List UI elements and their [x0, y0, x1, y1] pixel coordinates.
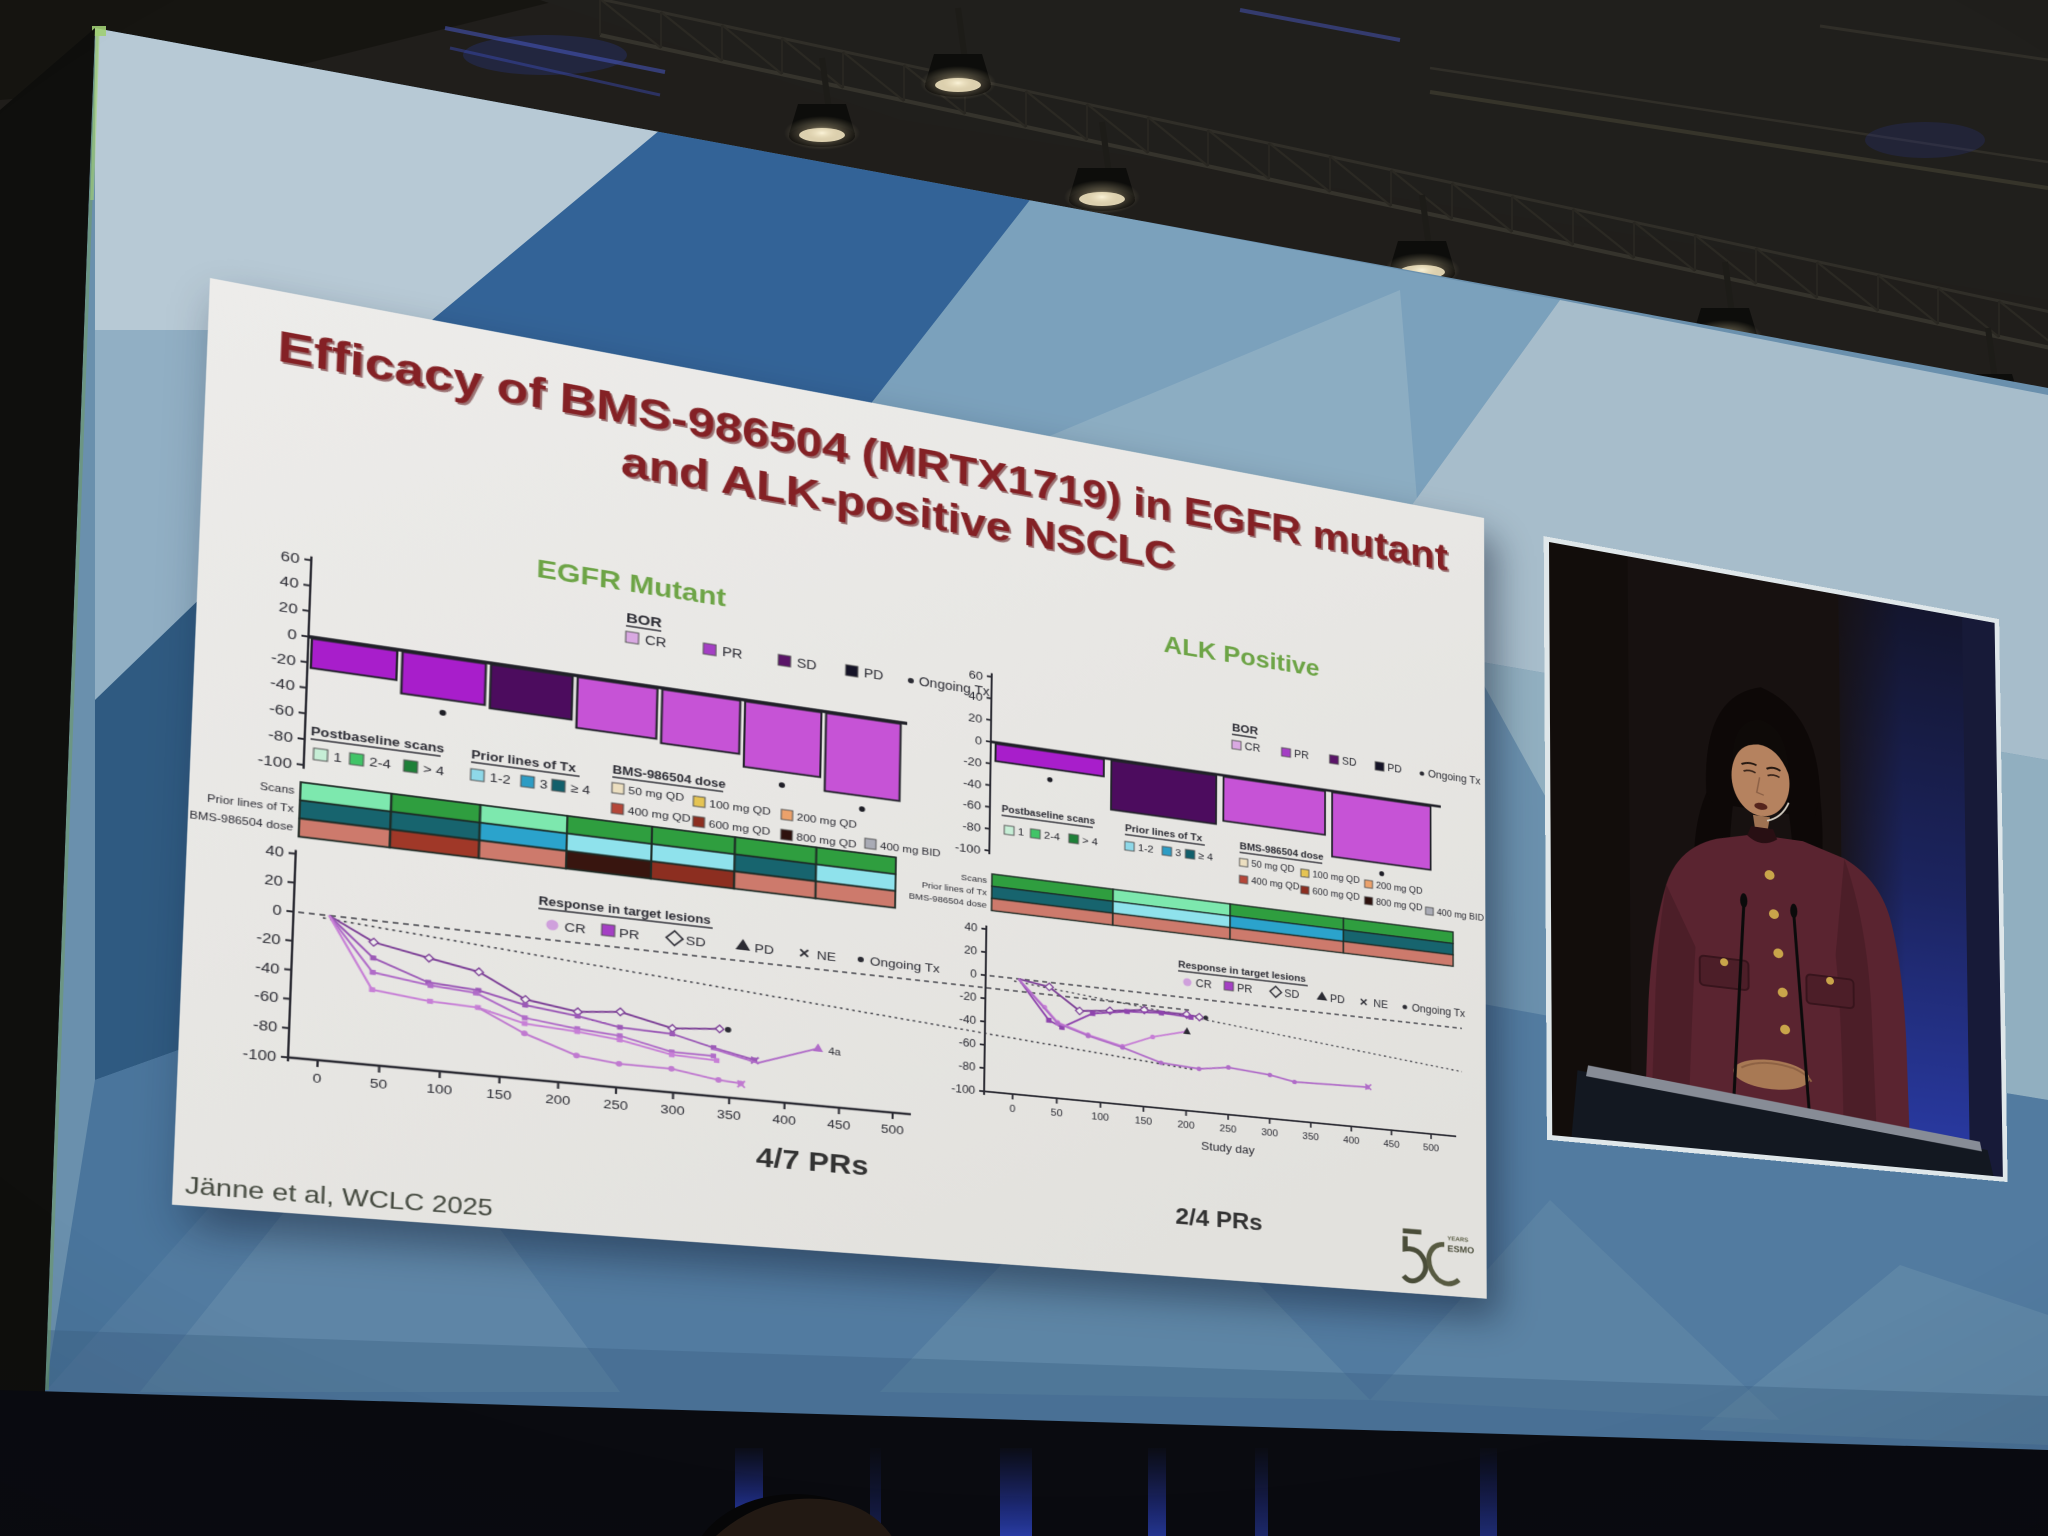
svg-text:-80: -80 — [958, 1059, 975, 1073]
svg-text:0: 0 — [312, 1072, 321, 1087]
svg-text:CR: CR — [1196, 977, 1212, 991]
svg-text:350: 350 — [1302, 1130, 1319, 1142]
svg-text:> 4: > 4 — [1082, 835, 1098, 848]
svg-text:-40: -40 — [963, 776, 982, 791]
svg-text:200: 200 — [1177, 1119, 1194, 1132]
svg-text:SD: SD — [797, 656, 817, 673]
svg-text:-100: -100 — [955, 841, 981, 857]
svg-text:PD: PD — [864, 667, 884, 684]
svg-text:NE: NE — [1373, 998, 1388, 1011]
svg-text:SD: SD — [1342, 755, 1357, 768]
svg-text:-40: -40 — [270, 676, 295, 694]
svg-text:3: 3 — [539, 778, 547, 793]
svg-text:20: 20 — [968, 712, 982, 727]
svg-text:60: 60 — [969, 668, 983, 683]
svg-text:40: 40 — [968, 690, 982, 705]
svg-text:-60: -60 — [963, 798, 982, 813]
svg-text:SD: SD — [686, 934, 707, 950]
svg-text:0: 0 — [272, 903, 282, 919]
svg-text:300: 300 — [1261, 1126, 1278, 1139]
svg-text:-80: -80 — [962, 820, 981, 835]
svg-text:✕: ✕ — [798, 946, 810, 961]
svg-text:1: 1 — [1018, 826, 1024, 838]
svg-text:ESMO: ESMO — [1447, 1244, 1474, 1256]
svg-text:≥ 4: ≥ 4 — [1198, 850, 1213, 863]
svg-text:40: 40 — [265, 844, 284, 861]
svg-text:CR: CR — [564, 921, 586, 937]
svg-text:CR: CR — [645, 633, 667, 650]
svg-text:20: 20 — [279, 600, 299, 618]
svg-text:Scans: Scans — [961, 873, 987, 885]
svg-text:-100: -100 — [242, 1047, 276, 1065]
svg-text:300: 300 — [660, 1103, 685, 1119]
svg-text:2-4: 2-4 — [369, 755, 391, 772]
svg-text:3: 3 — [1175, 847, 1181, 859]
svg-text:PD: PD — [1387, 762, 1401, 775]
svg-text:250: 250 — [603, 1098, 628, 1114]
svg-text:-40: -40 — [959, 1013, 976, 1027]
svg-text:PD: PD — [1330, 993, 1345, 1006]
svg-text:NE: NE — [817, 949, 837, 964]
svg-text:150: 150 — [1135, 1115, 1153, 1128]
svg-text:1-2: 1-2 — [1138, 842, 1154, 855]
svg-text:0: 0 — [1009, 1103, 1015, 1115]
svg-text:450: 450 — [1383, 1138, 1399, 1150]
svg-text:50: 50 — [370, 1077, 388, 1093]
svg-text:0: 0 — [287, 627, 297, 643]
svg-text:≥ 4: ≥ 4 — [570, 782, 590, 798]
svg-text:-60: -60 — [959, 1036, 976, 1050]
svg-text:20: 20 — [264, 873, 283, 890]
svg-text:250: 250 — [1220, 1122, 1237, 1135]
svg-text:400: 400 — [1343, 1134, 1360, 1146]
svg-text:0: 0 — [970, 967, 977, 980]
svg-text:CR: CR — [1245, 740, 1261, 754]
svg-text:60: 60 — [280, 549, 300, 567]
svg-text:✕: ✕ — [735, 1078, 747, 1093]
svg-text:> 4: > 4 — [423, 763, 444, 779]
svg-text:PR: PR — [619, 927, 640, 943]
svg-text:-80: -80 — [253, 1018, 278, 1035]
svg-text:-100: -100 — [951, 1082, 975, 1097]
svg-text:BOR: BOR — [626, 610, 662, 631]
svg-text:1: 1 — [333, 751, 342, 766]
svg-text:40: 40 — [279, 575, 299, 593]
svg-text:100: 100 — [426, 1082, 452, 1098]
svg-text:450: 450 — [827, 1118, 850, 1133]
svg-text:-20: -20 — [959, 989, 976, 1003]
svg-text:20: 20 — [964, 943, 977, 957]
svg-text:200: 200 — [545, 1092, 570, 1108]
svg-text:100: 100 — [1091, 1110, 1109, 1123]
svg-text:-100: -100 — [257, 752, 292, 771]
svg-text:Scans: Scans — [260, 782, 295, 797]
svg-text:PR: PR — [722, 645, 743, 662]
svg-text:YEARS: YEARS — [1447, 1235, 1468, 1244]
svg-text:-80: -80 — [268, 728, 293, 746]
svg-text:500: 500 — [1423, 1142, 1439, 1154]
svg-text:-60: -60 — [269, 702, 294, 720]
svg-text:✕: ✕ — [1364, 1081, 1373, 1093]
svg-text:0: 0 — [975, 734, 982, 748]
svg-text:Study day: Study day — [1201, 1140, 1255, 1157]
svg-text:400: 400 — [772, 1113, 796, 1129]
svg-text:PR: PR — [1237, 982, 1252, 995]
svg-text:SD: SD — [1284, 987, 1299, 1000]
svg-text:-20: -20 — [256, 930, 281, 948]
svg-text:350: 350 — [717, 1108, 741, 1124]
svg-text:500: 500 — [881, 1123, 904, 1138]
svg-text:150: 150 — [486, 1087, 512, 1103]
svg-text:PD: PD — [754, 942, 774, 958]
svg-text:4a: 4a — [828, 1045, 841, 1058]
svg-text:✕: ✕ — [1359, 996, 1368, 1008]
svg-text:-20: -20 — [963, 754, 982, 769]
svg-text:50: 50 — [1051, 1107, 1063, 1119]
svg-text:✕: ✕ — [749, 1054, 761, 1069]
svg-text:1-2: 1-2 — [489, 771, 510, 787]
svg-text:-20: -20 — [271, 651, 296, 669]
svg-text:-40: -40 — [255, 959, 280, 977]
svg-text:PR: PR — [1294, 748, 1309, 762]
svg-text:2-4: 2-4 — [1044, 830, 1060, 843]
svg-text:BOR: BOR — [1232, 722, 1259, 738]
svg-text:-60: -60 — [254, 989, 279, 1007]
svg-text:40: 40 — [964, 920, 977, 934]
